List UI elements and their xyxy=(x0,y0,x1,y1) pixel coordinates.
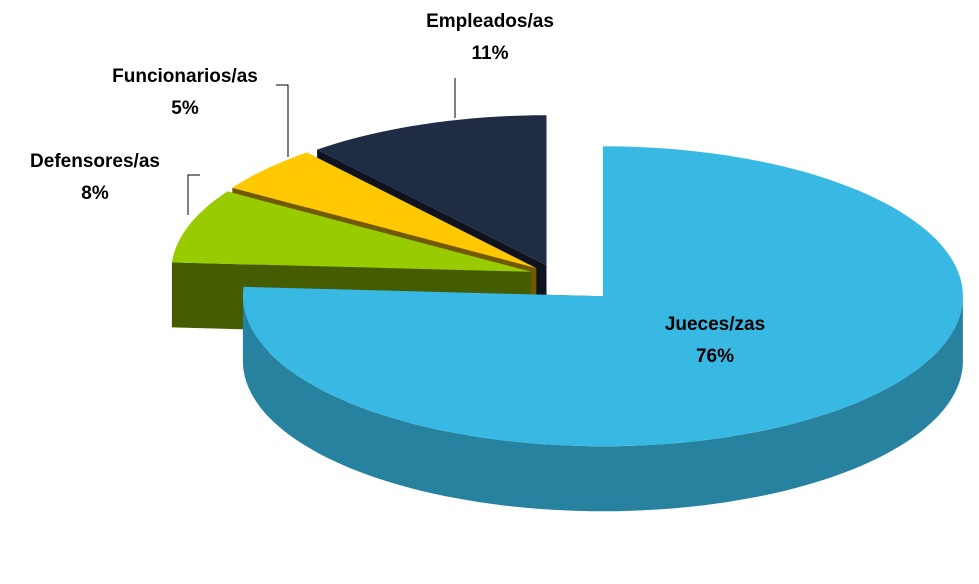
slice xyxy=(232,152,537,269)
slice xyxy=(317,115,547,266)
leader-line xyxy=(276,84,289,157)
leader-line xyxy=(187,174,200,215)
slice-value-label: 76% xyxy=(696,346,734,367)
slice-value-label: 8% xyxy=(81,183,109,204)
slice-label: Funcionarios/as xyxy=(112,66,258,87)
slice-label: Jueces/zas xyxy=(665,314,765,335)
labels: Jueces/zas 76% Defensores/as 8% Funcionarios… xyxy=(30,11,765,367)
slice-label: Empleados/as xyxy=(426,11,554,32)
slice xyxy=(171,191,532,272)
slice-wall xyxy=(242,296,963,512)
pie xyxy=(171,115,963,512)
slice xyxy=(242,146,963,447)
slice-value-label: 5% xyxy=(171,98,199,119)
slice-label: Defensores/as xyxy=(30,151,160,172)
slice-value-label: 11% xyxy=(472,43,509,64)
